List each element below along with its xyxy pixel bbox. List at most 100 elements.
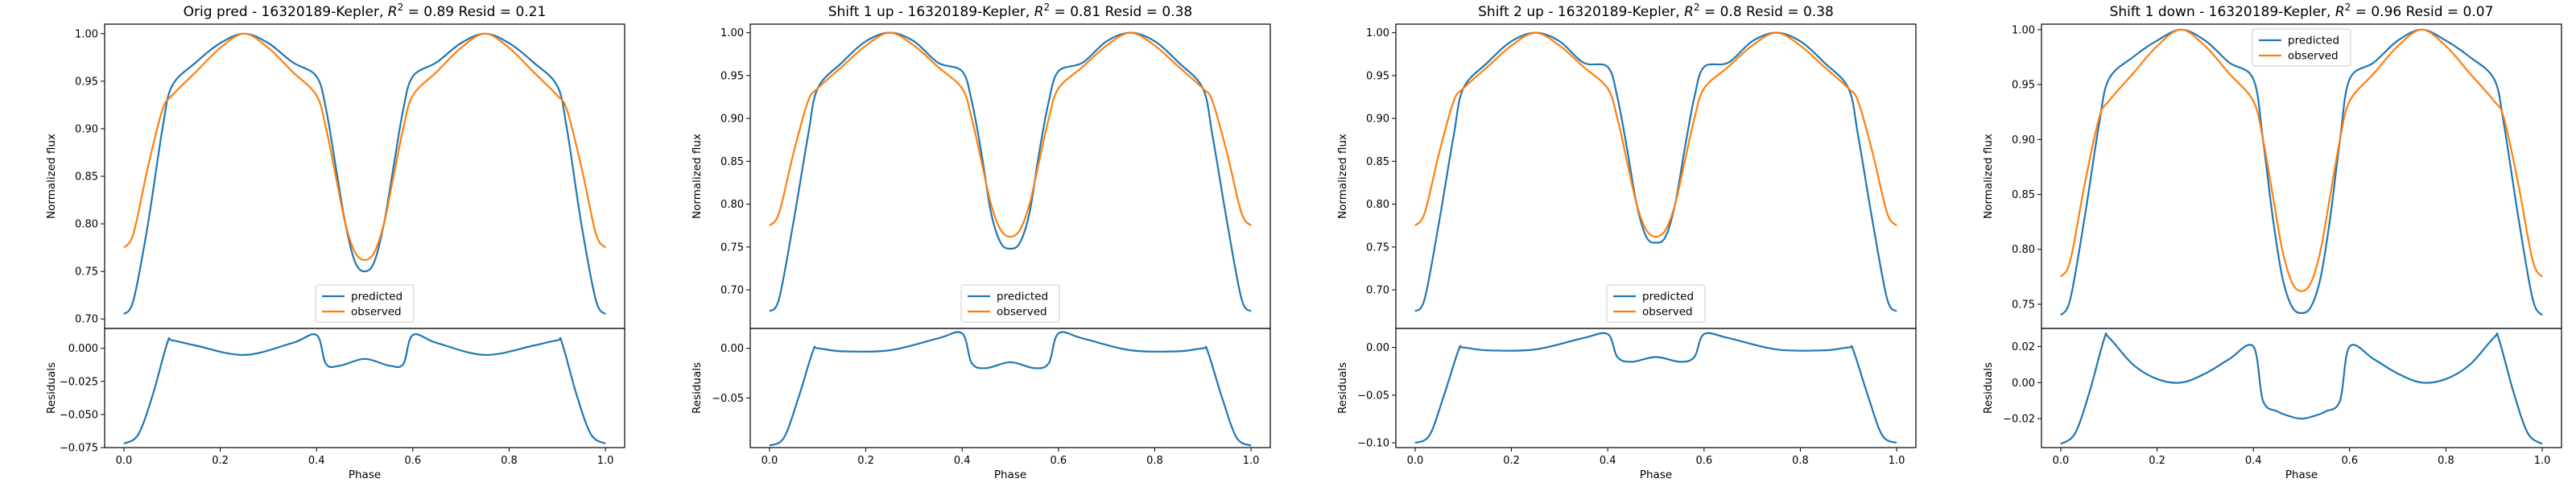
legend-label-observed: observed: [997, 306, 1047, 319]
chart-title: Shift 1 up - 16320189-Kepler, R2 = 0.81 …: [828, 2, 1193, 20]
residual-series-group: [1414, 332, 1897, 444]
residual-y-tick-label: −0.025: [60, 376, 98, 388]
legend: predicted observed: [315, 284, 415, 323]
y-tick-label: 0.70: [720, 285, 744, 297]
x-axis-label: Phase: [2285, 469, 2318, 481]
residual-y-axis-label: Residuals: [45, 362, 58, 414]
chart-title: Orig pred - 16320189-Kepler, R2 = 0.89 R…: [184, 2, 547, 20]
legend-label-predicted: predicted: [1642, 291, 1694, 303]
chart-title-suffix: Resid = 0.21: [454, 4, 546, 20]
x-tick-label: 0.4: [1600, 455, 1616, 467]
chart-title-r: R: [1034, 4, 1044, 20]
y-tick-label: 0.75: [2012, 299, 2035, 311]
x-tick-label: 0.6: [404, 455, 421, 467]
chart-title-prefix: Orig pred - 16320189-Kepler,: [184, 4, 388, 20]
y-tick-label: 0.80: [75, 219, 98, 231]
residual-axes-frame: [2041, 328, 2562, 448]
legend: predicted observed: [2252, 28, 2351, 67]
legend-label-predicted: predicted: [351, 291, 402, 303]
chart-title-superscript: 2: [2345, 2, 2351, 13]
residual-y-tick-label: 0.00: [1366, 342, 1389, 354]
y-tick-label: 0.75: [1366, 242, 1389, 254]
chart-title-suffix: Resid = 0.38: [1742, 4, 1834, 20]
y-tick-label: 0.95: [1366, 70, 1389, 82]
x-tick-label: 0.4: [954, 455, 971, 467]
y-tick-label: 0.95: [2012, 80, 2035, 92]
y-tick-label: 0.90: [1366, 114, 1389, 126]
x-tick-label: 0.6: [2341, 455, 2358, 467]
chart-title-superscript: 2: [1044, 2, 1051, 13]
x-tick-label: 0.0: [116, 455, 133, 467]
residual-y-tick-label: 0.000: [68, 343, 98, 355]
chart-title-prefix: Shift 2 up - 16320189-Kepler,: [1478, 4, 1684, 20]
series-line-observed: [2059, 28, 2544, 292]
legend: predicted observed: [1606, 284, 1706, 323]
residual-y-tick-label: 0.00: [720, 343, 744, 355]
y-tick-label: 0.70: [1366, 285, 1389, 297]
chart-title-superscript: 2: [1694, 2, 1700, 13]
y-tick-label: 0.75: [720, 242, 744, 254]
chart-title: Shift 1 down - 16320189-Kepler, R2 = 0.9…: [2110, 2, 2494, 20]
x-tick-label: 1.0: [597, 455, 614, 467]
y-axis-label: Normalized flux: [1336, 134, 1349, 219]
series-line-predicted: [769, 31, 1252, 312]
chart-title: Shift 2 up - 16320189-Kepler, R2 = 0.8 R…: [1478, 2, 1834, 20]
chart-title-superscript: 2: [398, 2, 404, 13]
residual-y-tick-label: 0.02: [2012, 341, 2035, 353]
residual-line: [123, 333, 606, 445]
main-series-group: [769, 31, 1252, 312]
residual-series-group: [123, 333, 606, 445]
legend-label-predicted: predicted: [2288, 35, 2339, 47]
chart-title-prefix: Shift 1 up - 16320189-Kepler,: [828, 4, 1034, 20]
legend-box: [2252, 28, 2351, 67]
series-line-observed: [769, 31, 1252, 238]
y-tick-label: 1.00: [2012, 24, 2035, 36]
x-tick-label: 0.2: [857, 455, 874, 467]
y-axis-label: Normalized flux: [691, 134, 704, 219]
chart-panel-2: Shift 1 up - 16320189-Kepler, R2 = 0.81 …: [691, 2, 1271, 481]
main-series-group: [2059, 28, 2544, 316]
residual-y-tick-label: −0.05: [712, 393, 744, 405]
x-tick-label: 1.0: [2534, 455, 2551, 467]
residual-line: [2060, 332, 2543, 445]
series-line-predicted: [1414, 31, 1897, 312]
legend-box: [1606, 284, 1706, 323]
residual-y-tick-label: −0.10: [1357, 438, 1389, 450]
y-tick-label: 1.00: [1366, 27, 1389, 39]
residual-line: [769, 331, 1252, 447]
residual-series-group: [769, 331, 1252, 447]
y-tick-label: 0.95: [75, 76, 98, 88]
residual-y-tick-label: −0.050: [60, 409, 98, 421]
x-tick-label: 0.2: [1503, 455, 1520, 467]
chart-title-r2-value: = 0.89: [403, 4, 454, 20]
y-tick-label: 0.80: [720, 199, 744, 211]
chart-title-r2-value: = 0.96: [2351, 4, 2401, 20]
main-series-group: [1414, 31, 1897, 312]
x-tick-label: 0.8: [1146, 455, 1163, 467]
chart-title-prefix: Shift 1 down - 16320189-Kepler,: [2110, 4, 2335, 20]
y-tick-label: 1.00: [75, 28, 98, 40]
residual-series-group: [2060, 332, 2543, 445]
y-tick-label: 0.85: [1366, 156, 1389, 168]
x-tick-label: 1.0: [1243, 455, 1260, 467]
residual-axes-frame: [104, 328, 625, 448]
legend-box: [960, 284, 1060, 323]
chart-title-suffix: Resid = 0.07: [2401, 4, 2493, 20]
main-series-group: [123, 32, 606, 316]
x-tick-label: 0.6: [1050, 455, 1067, 467]
y-tick-label: 0.75: [75, 266, 98, 279]
residual-line: [1414, 332, 1897, 444]
chart-title-r2-value: = 0.8: [1700, 4, 1742, 20]
residual-y-axis-label: Residuals: [1982, 362, 1995, 414]
residual-axes-frame: [749, 328, 1271, 448]
series-line-predicted: [123, 32, 606, 316]
chart-title-suffix: Resid = 0.38: [1100, 4, 1192, 20]
residual-y-tick-label: −0.05: [1357, 390, 1389, 402]
legend-label-observed: observed: [1642, 306, 1693, 319]
x-tick-label: 0.0: [762, 455, 778, 467]
residual-y-axis-label: Residuals: [1336, 362, 1349, 414]
y-tick-label: 0.95: [720, 70, 744, 82]
y-tick-label: 0.80: [1366, 199, 1389, 211]
